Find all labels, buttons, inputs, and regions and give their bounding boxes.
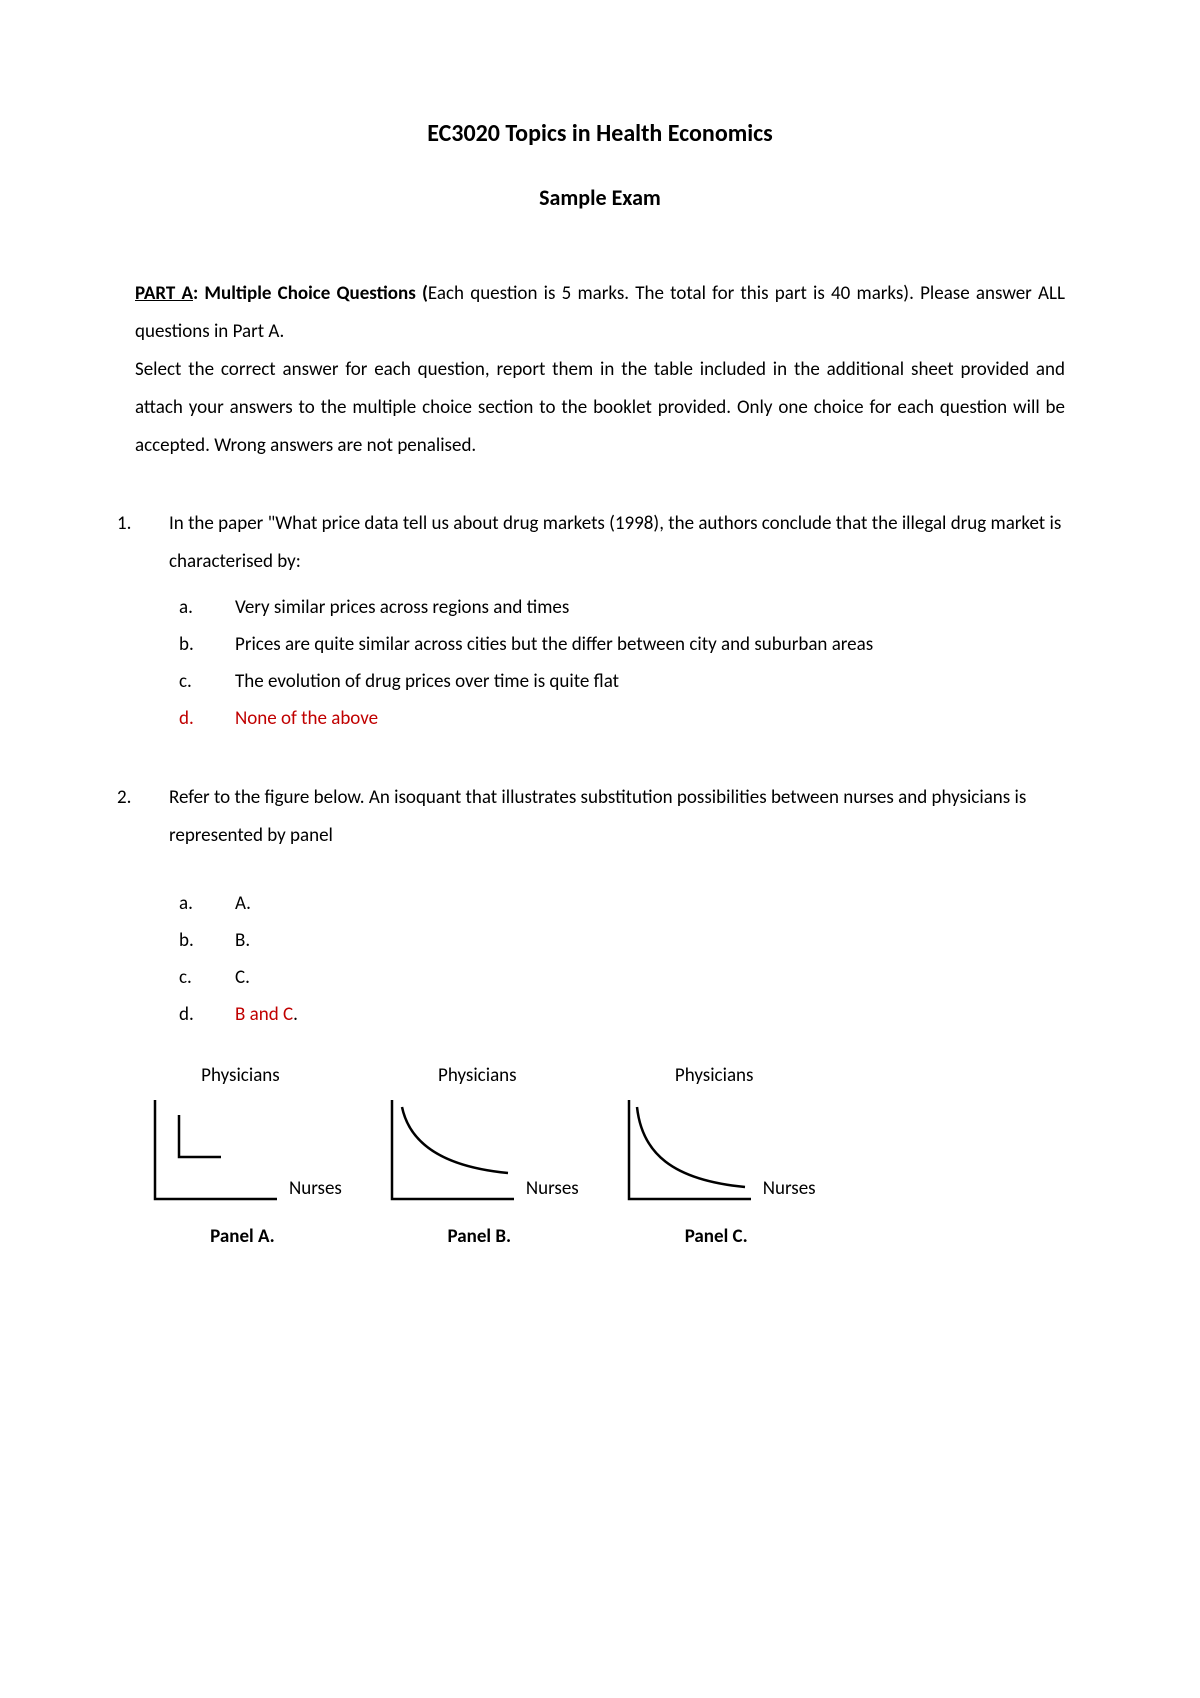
panel-a-chart	[143, 1095, 283, 1210]
option-c: c.C.	[235, 959, 1065, 996]
panels-row: Physicians Nurses Panel A. Physicians	[143, 1063, 1065, 1256]
panel-c-chart	[617, 1095, 757, 1210]
panel-caption: Panel A.	[210, 1218, 275, 1256]
panel-caption: Panel B.	[448, 1218, 512, 1256]
option-letter: b.	[207, 922, 235, 959]
instructions-para-2: Select the correct answer for each quest…	[135, 351, 1065, 465]
option-suffix: .	[293, 1003, 298, 1026]
panel-caption: Panel C.	[685, 1218, 748, 1256]
question-text: 1.In the paper "What price data tell us …	[161, 505, 1065, 581]
option-letter: b.	[207, 626, 235, 663]
option-a: a.A.	[235, 885, 1065, 922]
option-text: C.	[235, 966, 250, 989]
page-title: EC3020 Topics in Health Economics	[135, 110, 1065, 158]
question-body: In the paper "What price data tell us ab…	[169, 512, 1061, 573]
y-axis-label: Physicians	[438, 1057, 517, 1095]
x-axis-label: Nurses	[763, 1170, 816, 1208]
y-axis-label: Physicians	[201, 1057, 280, 1095]
option-b: b.Prices are quite similar across cities…	[235, 626, 1065, 663]
instructions-para-1: PART A: Multiple Choice Questions (Each …	[135, 275, 1065, 351]
option-text: Prices are quite similar across cities b…	[235, 633, 873, 656]
option-text: A.	[235, 892, 251, 915]
option-letter: c.	[207, 663, 235, 700]
panel-a: Physicians Nurses Panel A.	[143, 1063, 342, 1256]
option-text: B.	[235, 929, 250, 952]
x-axis-label: Nurses	[289, 1170, 342, 1208]
option-letter: a.	[207, 885, 235, 922]
options-list: a.A. b.B. c.C. d.B and C.	[207, 885, 1065, 1033]
question-body: Refer to the figure below. An isoquant t…	[169, 786, 1026, 847]
option-c: c.The evolution of drug prices over time…	[235, 663, 1065, 700]
part-heading: : Multiple Choice Questions (	[193, 282, 428, 305]
panel-b: Physicians Nurses Panel B.	[380, 1063, 579, 1256]
instructions-block: PART A: Multiple Choice Questions (Each …	[135, 275, 1065, 465]
panel-b-chart	[380, 1095, 520, 1210]
question-2: 2.Refer to the figure below. An isoquant…	[135, 779, 1065, 1256]
option-letter: c.	[207, 959, 235, 996]
option-text: None of the above	[235, 707, 378, 730]
question-1: 1.In the paper "What price data tell us …	[135, 505, 1065, 737]
question-number: 2.	[143, 779, 169, 817]
option-letter: d.	[207, 700, 235, 737]
y-axis-label: Physicians	[675, 1057, 754, 1095]
panel-c: Physicians Nurses Panel C.	[617, 1063, 816, 1256]
option-b: b.B.	[235, 922, 1065, 959]
page-subtitle: Sample Exam	[135, 176, 1065, 220]
part-label: PART A	[135, 282, 193, 305]
x-axis-label: Nurses	[526, 1170, 579, 1208]
option-d: d.None of the above	[235, 700, 1065, 737]
option-letter: a.	[207, 589, 235, 626]
option-d: d.B and C.	[235, 996, 1065, 1033]
question-text: 2.Refer to the figure below. An isoquant…	[161, 779, 1065, 855]
option-a: a.Very similar prices across regions and…	[235, 589, 1065, 626]
option-letter: d.	[207, 996, 235, 1033]
option-text: The evolution of drug prices over time i…	[235, 670, 619, 693]
option-text: Very similar prices across regions and t…	[235, 596, 569, 619]
option-text: B and C	[235, 1003, 293, 1026]
options-list: a.Very similar prices across regions and…	[207, 589, 1065, 737]
question-number: 1.	[143, 505, 169, 543]
